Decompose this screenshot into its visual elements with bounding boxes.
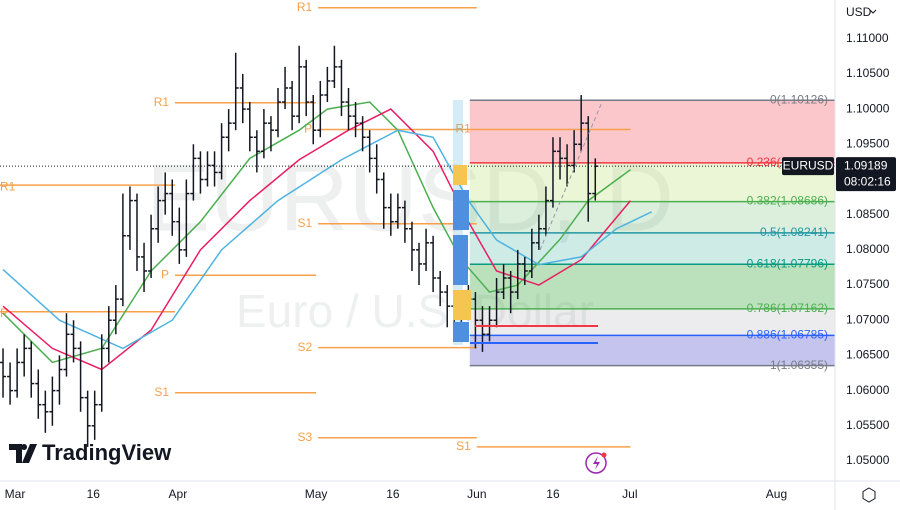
fib-label: 1(1.06355): [770, 358, 828, 372]
logo: TradingView: [9, 440, 172, 465]
x-tick-label: Jul: [622, 487, 637, 501]
y-tick-label: 1.05000: [846, 453, 890, 467]
profile-bar: [453, 190, 469, 230]
fib-label: 0.618(1.07796): [747, 256, 828, 270]
y-tick-label: 1.06000: [846, 383, 890, 397]
fib-band: [469, 100, 835, 163]
y-tick-label: 1.07500: [846, 277, 890, 291]
y-tick-label: 1.05500: [846, 418, 890, 432]
event-dot: [601, 452, 607, 458]
symbol-label: EURUSD: [783, 158, 834, 172]
profile-bar: [453, 290, 471, 320]
fib-label: 0.886(1.06785): [747, 328, 828, 342]
pivot-label: S1: [154, 385, 169, 399]
pivot-label: S2: [298, 340, 313, 354]
watermark-sub: Euro / U.S. Dollar: [236, 285, 594, 337]
brand: TradingView: [42, 440, 172, 465]
fib-label: 0(1.10126): [770, 92, 828, 106]
fib-label: 0.382(1.08686): [747, 194, 828, 208]
x-tick-label: 16: [386, 487, 400, 501]
pivot-label: P: [161, 267, 169, 281]
axes: 1.110001.105001.100001.095001.090001.085…: [5, 31, 890, 501]
y-tick-label: 1.11000: [846, 31, 889, 45]
y-tick-label: 1.06500: [846, 348, 890, 362]
price-label: 1.09189: [844, 158, 888, 172]
y-tick-label: 1.08000: [846, 242, 890, 256]
moving-average: [2, 129, 653, 350]
pivot-label: S3: [298, 430, 313, 444]
profile-bar: [453, 165, 467, 185]
profile-bar: [453, 322, 469, 342]
pivot-label: R1: [0, 179, 16, 193]
x-tick-label: May: [305, 487, 328, 501]
pivot-label: R1: [154, 95, 170, 109]
pivot-label: P: [304, 122, 312, 136]
fib-band: [469, 335, 835, 366]
x-tick-label: 16: [546, 487, 560, 501]
pivot-label: P: [0, 306, 8, 320]
logo-icon: [9, 444, 37, 463]
plot: 0(1.10126)0.236(1.09236)0.382(1.08686)0.…: [0, 0, 835, 453]
fib-band: [469, 162, 835, 202]
volume-profile: [453, 100, 603, 345]
fib-label: 0.786(1.07162): [747, 301, 828, 315]
price-tag: [836, 157, 896, 192]
y-tick-label: 1.08500: [846, 207, 890, 221]
x-tick-label: Aug: [766, 487, 787, 501]
countdown: 08:02:16: [844, 174, 891, 188]
pivot-label: S1: [456, 439, 471, 453]
y-tick-label: 1.10500: [846, 66, 890, 80]
pivot-label: R1: [455, 122, 471, 136]
pivot-label: S1: [298, 216, 313, 230]
currency-caret: [869, 9, 877, 14]
x-tick-label: 16: [87, 487, 101, 501]
pivot-label: R1: [297, 0, 313, 14]
trend-line: [539, 101, 603, 251]
settings-icon[interactable]: [862, 487, 876, 503]
y-tick-label: 1.09500: [846, 136, 890, 150]
x-tick-label: Apr: [169, 487, 188, 501]
y-tick-label: 1.07000: [846, 312, 890, 326]
fib-band: [469, 201, 835, 233]
profile-bar: [453, 235, 468, 285]
x-tick-label: Jun: [467, 487, 486, 501]
fib-band: [469, 308, 835, 336]
event-bolt: [593, 456, 600, 470]
price-tags: EURUSD 1.09189 08:02:16: [782, 157, 896, 192]
symbol-tag: [782, 157, 834, 176]
currency: USD: [846, 5, 872, 19]
y-tick-label: 1.10000: [846, 101, 890, 115]
event-icon: [585, 452, 607, 474]
fib-label: 0.5(1.08241): [760, 225, 828, 239]
x-tick-label: Mar: [5, 487, 26, 501]
